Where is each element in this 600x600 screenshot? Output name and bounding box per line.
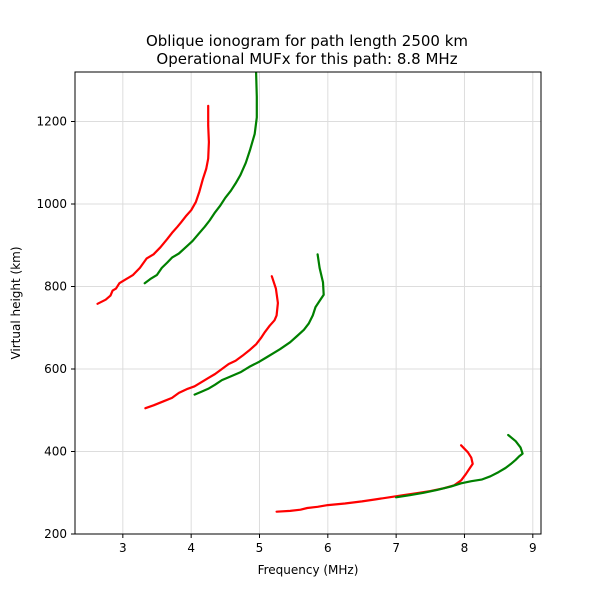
plot-frame (74, 71, 542, 535)
red-trace-line-1 (96, 104, 210, 305)
x-tick-label: 4 (187, 541, 195, 555)
y-tick-label: 1200 (36, 115, 67, 129)
chart-subtitle: Operational MUFx for this path: 8.8 MHz (156, 50, 457, 68)
x-axis-label: Frequency (MHz) (258, 563, 359, 577)
chart-title: Oblique ionogram for path length 2500 km (146, 32, 468, 50)
axis-ticks: 3 4 5 6 7 8 9 200 400 600 800 1000 1200 (36, 115, 536, 556)
green-trace-line-4 (193, 253, 325, 396)
x-tick-label: 3 (119, 541, 127, 555)
green-trace-line-6 (395, 433, 524, 499)
x-tick-label: 6 (324, 541, 332, 555)
y-tick-label: 1000 (36, 197, 67, 211)
y-tick-label: 600 (44, 362, 67, 376)
y-tick-label: 400 (44, 445, 67, 459)
y-tick-label: 800 (44, 280, 67, 294)
x-tick-label: 8 (461, 541, 469, 555)
x-tick-label: 9 (529, 541, 537, 555)
green-trace-line-2 (143, 71, 258, 285)
y-axis-label: Virtual height (km) (9, 246, 23, 359)
x-tick-label: 7 (392, 541, 400, 555)
x-tick-label: 5 (256, 541, 264, 555)
series-lines (96, 71, 524, 513)
red-trace-line-3 (144, 275, 279, 410)
y-tick-label: 200 (44, 527, 67, 541)
